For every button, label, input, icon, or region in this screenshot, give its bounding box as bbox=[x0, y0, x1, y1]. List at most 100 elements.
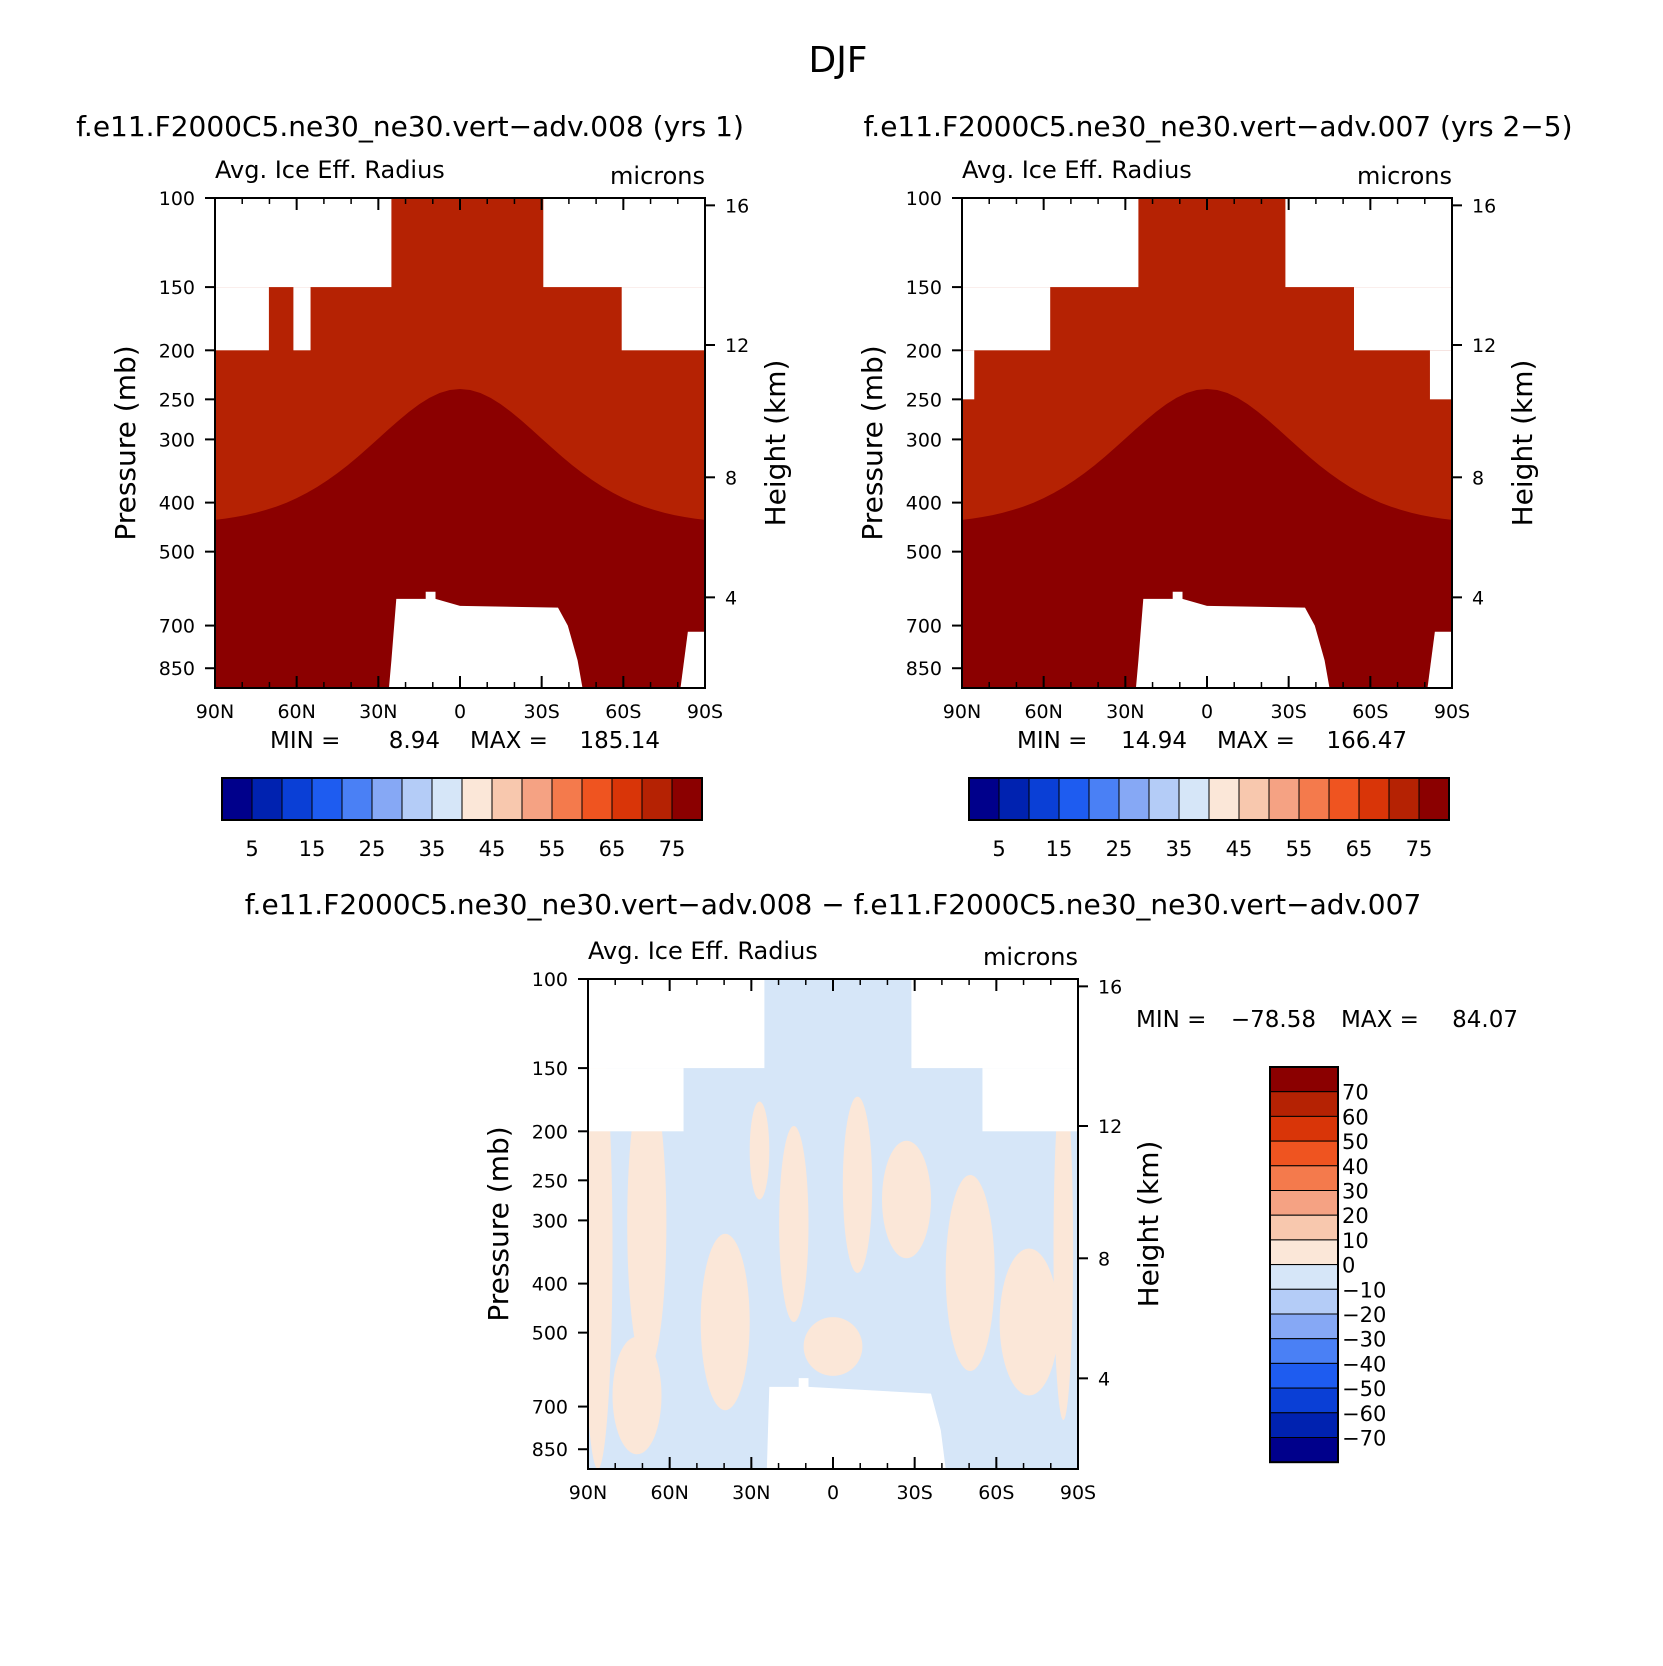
colorbar-label: −60 bbox=[1342, 1402, 1386, 1426]
chart-subtitle-left: Avg. Ice Eff. Radius bbox=[962, 156, 1192, 184]
y-tick-label: 500 bbox=[159, 542, 195, 564]
x-tick-label: 60S bbox=[605, 701, 641, 723]
colorbar-label: 50 bbox=[1342, 1130, 1369, 1154]
colorbar-swatch bbox=[1269, 1387, 1339, 1414]
x-tick-label: 60S bbox=[1352, 701, 1388, 723]
chart-panel-1: f.e11.F2000C5.ne30_ne30.vert−adv.008 (yr… bbox=[76, 110, 792, 861]
terrain-mask bbox=[1427, 631, 1452, 688]
colorbar-swatch bbox=[1028, 777, 1060, 821]
terrain-mask bbox=[766, 1378, 946, 1469]
y-tick-label: 250 bbox=[906, 389, 942, 411]
panels: f.e11.F2000C5.ne30_ne30.vert−adv.008 (yr… bbox=[76, 110, 1572, 1504]
stat-min-value: 8.94 bbox=[389, 728, 440, 754]
colorbar-swatch bbox=[1238, 777, 1270, 821]
contour-band bbox=[803, 1317, 863, 1376]
y-tick-label: 200 bbox=[159, 340, 195, 362]
colorbar-label: 40 bbox=[1342, 1155, 1369, 1179]
y-right-axis-label: Height (km) bbox=[1506, 360, 1539, 527]
contour-band bbox=[882, 1140, 931, 1259]
colorbar-label: 15 bbox=[299, 837, 326, 861]
colorbar-label: 70 bbox=[1342, 1081, 1369, 1105]
colorbar-swatch bbox=[1178, 777, 1210, 821]
terrain-mask bbox=[388, 591, 583, 688]
colorbar-label: 65 bbox=[1346, 837, 1373, 861]
contour-band bbox=[627, 1077, 667, 1371]
colorbar-swatch bbox=[1269, 1362, 1339, 1389]
chart-title: f.e11.F2000C5.ne30_ne30.vert−adv.008 − f… bbox=[245, 888, 1422, 921]
y-tick-label: 850 bbox=[906, 658, 942, 680]
colorbar-frame bbox=[221, 777, 703, 821]
missing-region bbox=[215, 198, 392, 288]
y-tick-label: 200 bbox=[532, 1121, 568, 1143]
stat-min-label: MIN = bbox=[1136, 1007, 1206, 1033]
colorbar-label: −30 bbox=[1342, 1328, 1386, 1352]
missing-region bbox=[215, 287, 269, 351]
colorbar-swatch bbox=[461, 777, 493, 821]
colorbar-swatch bbox=[1269, 1091, 1339, 1117]
missing-region bbox=[1354, 287, 1452, 351]
y-right-tick-label: 16 bbox=[1472, 195, 1496, 217]
x-tick-label: 60N bbox=[650, 1482, 688, 1504]
terrain-mask bbox=[1135, 591, 1330, 688]
y-tick-label: 700 bbox=[906, 616, 942, 638]
chart-subtitle-right: microns bbox=[610, 162, 705, 190]
x-tick-label: 90S bbox=[687, 701, 723, 723]
colorbar-swatch bbox=[1269, 1264, 1339, 1290]
colorbar-swatch bbox=[1298, 777, 1330, 821]
y-right-tick-label: 4 bbox=[725, 587, 737, 609]
colorbar-swatch bbox=[1058, 777, 1090, 821]
y-tick-label: 850 bbox=[159, 658, 195, 680]
y-tick-label: 150 bbox=[906, 277, 942, 299]
x-tick-label: 30S bbox=[524, 701, 560, 723]
missing-region bbox=[293, 287, 311, 351]
colorbar-swatch bbox=[1269, 1190, 1339, 1216]
missing-region bbox=[911, 979, 1078, 1069]
y-tick-label: 700 bbox=[159, 616, 195, 638]
colorbar-swatch bbox=[1268, 777, 1300, 821]
colorbar-swatch bbox=[1418, 777, 1450, 821]
y-tick-label: 300 bbox=[159, 429, 195, 451]
missing-region bbox=[1429, 350, 1452, 400]
y-tick-label: 400 bbox=[532, 1274, 568, 1296]
colorbar-label: −50 bbox=[1342, 1377, 1386, 1401]
plot-area bbox=[215, 198, 705, 688]
y-axis-label: Pressure (mb) bbox=[482, 1126, 515, 1321]
y-right-tick-label: 8 bbox=[725, 467, 737, 489]
colorbar-label: 45 bbox=[479, 837, 506, 861]
terrain-mask bbox=[680, 631, 705, 688]
colorbar-swatch bbox=[1269, 1437, 1339, 1463]
colorbar-swatch bbox=[251, 777, 283, 821]
colorbar-swatch bbox=[341, 777, 373, 821]
y-right-tick-label: 12 bbox=[1098, 1116, 1122, 1138]
stat-min-value: 14.94 bbox=[1121, 728, 1187, 754]
colorbar-swatch bbox=[401, 777, 433, 821]
stat-max-value: 84.07 bbox=[1452, 1007, 1518, 1033]
colorbar-swatch bbox=[1208, 777, 1240, 821]
y-right-axis-label: Height (km) bbox=[1132, 1141, 1165, 1308]
x-tick-label: 0 bbox=[1201, 701, 1213, 723]
figure-title: DJF bbox=[808, 40, 867, 81]
colorbar-swatch bbox=[371, 777, 403, 821]
y-right-tick-label: 12 bbox=[1472, 335, 1496, 357]
colorbar-label: 45 bbox=[1226, 837, 1253, 861]
colorbar-label: 75 bbox=[659, 837, 686, 861]
x-tick-label: 90S bbox=[1434, 701, 1470, 723]
colorbar-label: −70 bbox=[1342, 1427, 1386, 1451]
y-right-tick-label: 12 bbox=[725, 335, 749, 357]
x-tick-label: 60N bbox=[1024, 701, 1062, 723]
colorbar-swatch bbox=[1269, 1214, 1339, 1241]
colorbar-swatch bbox=[1088, 777, 1120, 821]
y-axis-label: Pressure (mb) bbox=[109, 345, 142, 540]
contour-band bbox=[945, 1175, 995, 1371]
chart-subtitle-right: microns bbox=[983, 943, 1078, 971]
y-tick-label: 100 bbox=[906, 188, 942, 210]
colorbar-swatch bbox=[551, 777, 583, 821]
colorbar-swatch bbox=[1269, 1115, 1339, 1142]
colorbar-swatch bbox=[581, 777, 613, 821]
contour-band bbox=[999, 1248, 1059, 1396]
y-tick-label: 100 bbox=[532, 969, 568, 991]
colorbar-swatch bbox=[1269, 1165, 1339, 1192]
y-axis-label: Pressure (mb) bbox=[856, 345, 889, 540]
colorbar-swatch bbox=[1358, 777, 1390, 821]
